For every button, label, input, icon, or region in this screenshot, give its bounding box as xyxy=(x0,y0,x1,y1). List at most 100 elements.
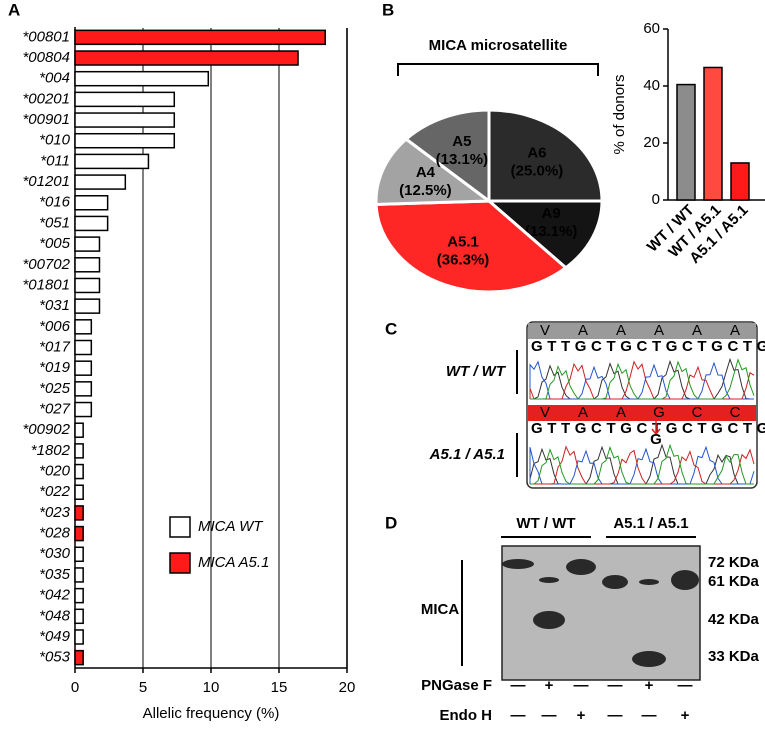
treatment-sign: — xyxy=(608,707,623,724)
x-tick-label: 0 xyxy=(71,679,79,696)
bar xyxy=(703,66,723,201)
slice-value-label: (12.5%) xyxy=(399,182,452,199)
bar xyxy=(74,546,84,563)
bar xyxy=(74,70,210,87)
category-label: *1802 xyxy=(31,442,71,459)
trace xyxy=(529,360,754,400)
category-label: *048 xyxy=(39,607,71,624)
size-marker: 33 KDa xyxy=(708,648,760,665)
legend-swatch xyxy=(169,516,191,538)
y-tick-label: 40 xyxy=(643,77,660,94)
residue: A xyxy=(616,322,626,339)
residue: A xyxy=(692,322,702,339)
bar xyxy=(74,29,326,46)
category-label: *022 xyxy=(39,483,71,500)
slice-label: A4 xyxy=(416,164,436,181)
x-tick-label: 5 xyxy=(139,679,147,696)
bar xyxy=(74,257,101,273)
panel-label: D xyxy=(385,513,397,532)
treatment-sign: — xyxy=(574,677,589,694)
category-label: *027 xyxy=(39,401,71,418)
treatment-sign: — xyxy=(511,677,526,694)
bar xyxy=(74,422,84,438)
residue: C xyxy=(692,404,703,421)
treatment-sign: — xyxy=(642,707,657,724)
bar xyxy=(74,463,84,480)
bar xyxy=(730,162,750,201)
bar xyxy=(74,608,84,625)
bar xyxy=(74,339,93,356)
category-label: *004 xyxy=(39,70,70,87)
group-label: A5.1 / A5.1 xyxy=(613,515,688,532)
genotype-label: A5.1 / A5.1 xyxy=(429,446,505,463)
panel-label: A xyxy=(8,0,20,19)
y-tick-label: 20 xyxy=(643,134,660,151)
pie-slice xyxy=(484,199,604,270)
blot xyxy=(501,545,701,681)
residue-band xyxy=(528,323,756,339)
category-label: *025 xyxy=(39,380,71,397)
category-label: *00804 xyxy=(22,49,70,66)
bar xyxy=(74,525,84,542)
bar xyxy=(74,360,93,376)
protein-label: MICA xyxy=(421,601,459,618)
residue: V xyxy=(540,404,550,421)
trace xyxy=(529,445,755,485)
category-label: *011 xyxy=(40,152,70,169)
category-label: *030 xyxy=(39,545,71,562)
bar xyxy=(74,132,176,149)
legend-label: MICA A5.1 xyxy=(198,554,269,571)
category-label: *051 xyxy=(39,214,70,231)
slice-label: A6 xyxy=(527,144,546,161)
residue: A xyxy=(578,322,588,339)
treatment-label: Endo H xyxy=(440,707,493,724)
treatment-sign: + xyxy=(681,707,690,724)
category-label: *005 xyxy=(39,235,71,252)
bar xyxy=(74,629,84,645)
trace xyxy=(530,445,755,485)
bar xyxy=(74,319,93,335)
bar xyxy=(74,401,93,418)
treatment-sign: — xyxy=(511,707,526,724)
blot-band xyxy=(502,559,534,569)
y-tick-label: 60 xyxy=(643,20,660,37)
size-marker: 61 KDa xyxy=(708,573,760,590)
legend-swatch xyxy=(169,552,191,574)
category-label: *031 xyxy=(39,297,70,314)
bar xyxy=(74,112,176,128)
pie-slice xyxy=(374,137,494,206)
bar xyxy=(74,277,101,294)
insertion-arrow xyxy=(651,420,661,436)
category-label: *00201 xyxy=(22,90,70,107)
treatment-sign: + xyxy=(577,707,586,724)
x-tick-label: 15 xyxy=(271,679,288,696)
x-tick-label: 20 xyxy=(339,679,356,696)
category-label: *016 xyxy=(39,194,71,211)
panel-label: C xyxy=(385,319,397,338)
bar xyxy=(74,215,109,232)
bar xyxy=(74,649,84,666)
bar xyxy=(74,195,109,211)
slice-value-label: (25.0%) xyxy=(511,162,564,179)
category-label: *00702 xyxy=(22,256,70,273)
bar xyxy=(74,505,84,521)
trace xyxy=(530,358,755,400)
genotype-label: WT / WT xyxy=(446,363,507,380)
y-tick-label: 0 xyxy=(652,191,660,208)
bar xyxy=(74,174,127,190)
bar xyxy=(74,50,299,66)
category-label: *019 xyxy=(39,359,71,376)
category-label: *053 xyxy=(39,649,71,666)
bar xyxy=(74,443,84,459)
size-marker: 72 KDa xyxy=(708,554,760,571)
category-label: *023 xyxy=(39,504,71,521)
slice-label: A5.1 xyxy=(447,233,479,250)
treatment-sign: — xyxy=(542,707,557,724)
blot-band xyxy=(632,651,666,667)
bar xyxy=(74,298,101,314)
slice-label: A9 xyxy=(542,205,561,222)
bar xyxy=(74,153,150,170)
bar xyxy=(74,91,176,108)
pie-slice xyxy=(374,199,569,294)
bar xyxy=(74,381,93,397)
